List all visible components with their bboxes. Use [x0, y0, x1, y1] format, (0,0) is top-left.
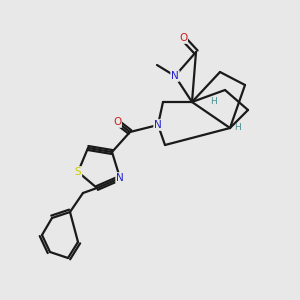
- Text: N: N: [116, 173, 124, 183]
- Text: N: N: [171, 71, 179, 81]
- Text: N: N: [154, 120, 162, 130]
- Text: H: H: [234, 124, 241, 133]
- Text: H: H: [210, 98, 217, 106]
- Text: O: O: [113, 117, 121, 127]
- Text: O: O: [179, 33, 187, 43]
- Text: S: S: [75, 167, 81, 177]
